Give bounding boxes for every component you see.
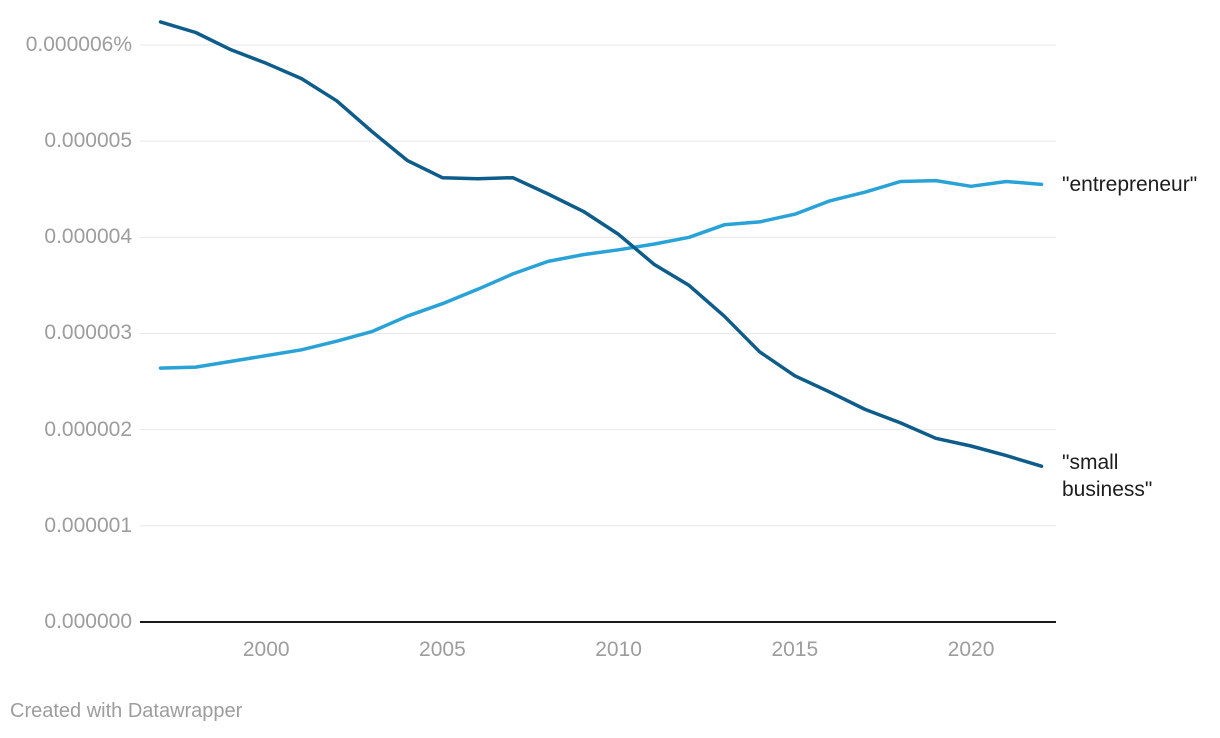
y-tick-label: 0.000004	[44, 225, 132, 249]
series-label-small-business: "small business"	[1062, 451, 1153, 501]
y-tick-label: 0.000002	[44, 417, 132, 441]
datawrapper-credit: Created with Datawrapper	[10, 700, 243, 722]
x-tick-label: 2000	[242, 638, 290, 661]
x-tick-label: 2005	[419, 638, 466, 661]
series-label-entrepreneur: "entrepreneur"	[1062, 173, 1198, 196]
x-tick-label: 2010	[595, 638, 642, 661]
y-tick-label: 0.000000	[44, 610, 132, 633]
x-tick-label: 2020	[947, 638, 995, 661]
y-tick-label: 0.000006%	[25, 32, 132, 56]
series-line-entrepreneur[interactable]	[158, 178, 1044, 370]
y-tick-label: 0.000005	[44, 129, 132, 153]
y-tick-label: 0.000003	[44, 321, 132, 345]
series-line-small-business[interactable]	[158, 20, 1044, 468]
x-tick-label: 2015	[771, 638, 819, 661]
y-tick-label: 0.000001	[44, 513, 132, 537]
